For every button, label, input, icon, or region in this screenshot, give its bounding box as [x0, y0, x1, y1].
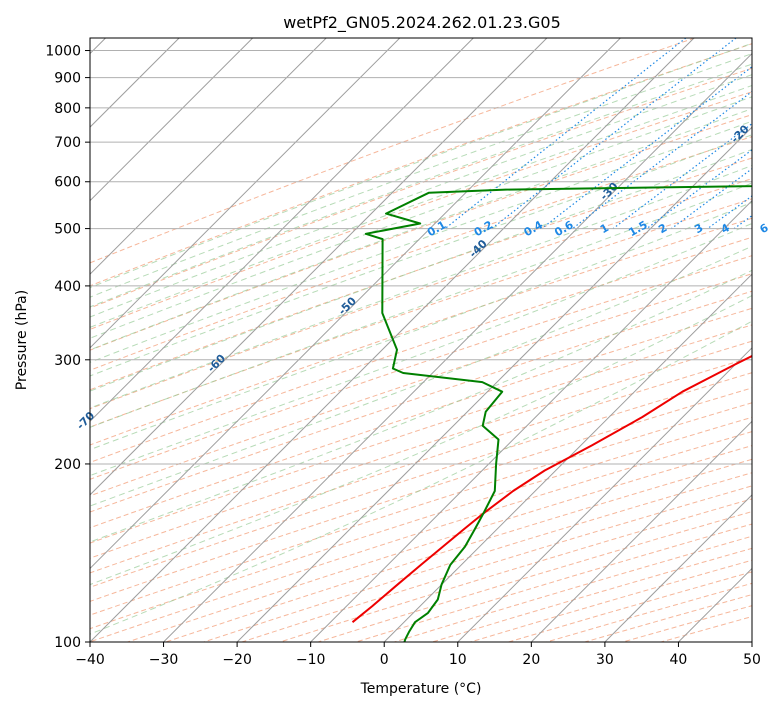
x-axis-label: Temperature (°C): [360, 681, 482, 697]
y-axis-ticks: 100 200 300 400 500 600 700 800 900 1000: [45, 44, 90, 651]
isotherm-line: [310, 199, 752, 642]
dry-adiabat-line: [90, 236, 752, 463]
mixing-ratio-label: 0.1: [425, 218, 448, 239]
mixing-ratio-label: 0.2: [472, 218, 495, 239]
isotherm-line: [90, 38, 327, 275]
isotherm-line: [90, 38, 474, 423]
x-tick-label: 20: [522, 652, 540, 668]
dry-adiabat-line: [90, 387, 752, 602]
mixing-ratio-line: [541, 65, 752, 230]
reference-lines: [90, 38, 752, 642]
dry-adiabat-line: [165, 458, 752, 642]
isotherm-line: [383, 273, 752, 642]
x-tick-label: −10: [296, 652, 326, 668]
y-tick-label: 500: [54, 222, 81, 238]
pressure-gridlines: [90, 50, 752, 642]
moist-adiabat-line: [90, 74, 752, 318]
mixing-ratio-line: [572, 90, 752, 230]
moist-adiabat-line: [90, 245, 752, 507]
y-tick-label: 600: [54, 175, 81, 191]
isotherm-label: -70: [74, 409, 97, 432]
x-tick-label: −40: [75, 652, 105, 668]
dry-adiabat-line: [90, 290, 752, 513]
moist-adiabat-line: [90, 63, 752, 308]
isotherm-label: -40: [467, 237, 490, 260]
mixing-ratio-label: 6: [757, 221, 770, 236]
x-tick-label: −20: [222, 652, 252, 668]
dry-adiabat-line: [90, 43, 752, 287]
x-tick-label: 0: [380, 652, 389, 668]
x-tick-label: 30: [596, 652, 614, 668]
sounding-profiles: [351, 185, 752, 642]
y-tick-label: 1000: [45, 44, 81, 60]
dry-adiabat-line: [470, 559, 752, 642]
isotherm-line: [236, 126, 752, 642]
mixing-ratio-line: [671, 168, 752, 230]
isotherm-line: [90, 38, 401, 349]
dry-adiabat-line: [90, 157, 752, 391]
mixing-ratio-label: 0.4: [522, 218, 546, 239]
dry-adiabat-line: [90, 114, 752, 351]
y-tick-label: 300: [54, 353, 81, 369]
dry-adiabat-line: [356, 523, 752, 642]
dry-adiabat-line: [90, 307, 752, 529]
isotherm-line: [678, 567, 752, 642]
dry-adiabat-line: [660, 616, 752, 642]
dry-adiabat-line: [90, 324, 752, 544]
moist-adiabat-line: [90, 96, 752, 339]
plot-frame: [89, 37, 753, 643]
dewpoint-profile-line: [364, 185, 752, 642]
dry-adiabat-line: [90, 67, 752, 309]
dry-adiabat-line: [90, 38, 695, 264]
moist-adiabat-line: [90, 53, 752, 298]
moist-adiabat-line: [90, 222, 752, 477]
isotherm-line: [90, 38, 254, 202]
moist-adiabat-line: [90, 164, 752, 409]
chart-title: wetPf2_GN05.2024.262.01.23.G05: [283, 13, 561, 33]
dry-adiabat-line: [90, 136, 752, 371]
dry-adiabat-line: [90, 340, 752, 559]
y-tick-label: 800: [54, 101, 81, 117]
moist-adiabat-line: [90, 201, 752, 451]
dry-adiabat-line: [317, 511, 752, 642]
dry-adiabat-line: [394, 535, 752, 642]
moist-adiabat-line: [90, 108, 752, 351]
isotherm-line: [604, 494, 752, 642]
mixing-ratio-labels: 0.10.20.40.611.52346810131620253036: [425, 218, 771, 239]
dry-adiabat-line: [203, 472, 752, 642]
y-axis-label: Pressure (hPa): [14, 290, 30, 390]
isotherm-line: [90, 38, 695, 642]
x-tick-label: 10: [449, 652, 467, 668]
x-tick-label: −30: [149, 652, 179, 668]
isotherm-label: -60: [205, 352, 228, 375]
x-tick-label: 50: [743, 652, 761, 668]
y-tick-label: 900: [54, 71, 81, 87]
mixing-ratio-line: [491, 38, 737, 230]
dry-adiabat-line: [90, 356, 752, 574]
dry-adiabat-line: [90, 372, 752, 588]
x-axis-ticks: −40 −30 −20 −10 0 10 20 30 40 50: [75, 642, 761, 668]
isotherm-line: [90, 38, 548, 496]
isotherm-line: [457, 347, 752, 642]
moist-adiabat-line: [90, 320, 752, 635]
moist-adiabat-line: [90, 294, 752, 586]
isotherm-line: [751, 641, 752, 642]
dry-adiabat-line: [90, 273, 752, 497]
y-tick-label: 200: [54, 457, 81, 473]
dry-adiabat-line: [90, 255, 752, 480]
moist-adiabat-line: [90, 182, 752, 428]
dry-adiabat-line: [90, 217, 752, 446]
isotherm-line: [163, 52, 752, 642]
y-tick-label: 400: [54, 279, 81, 295]
x-tick-label: 40: [670, 652, 688, 668]
y-tick-label: 700: [54, 135, 81, 151]
y-tick-label: 100: [54, 635, 81, 651]
dry-adiabat-line: [90, 416, 752, 630]
dry-adiabat-line: [90, 178, 752, 410]
mixing-ratio-label: 1.5: [626, 218, 649, 239]
temperature-profile-line: [351, 354, 752, 623]
isotherm-line: [530, 420, 752, 642]
isotherm-line: [90, 38, 621, 570]
